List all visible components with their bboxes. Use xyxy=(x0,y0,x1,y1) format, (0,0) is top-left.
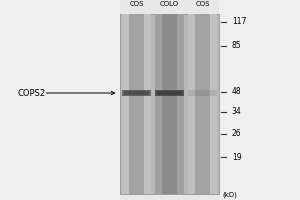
Bar xyxy=(122,90,151,96)
Bar xyxy=(124,91,149,95)
Bar xyxy=(188,90,217,96)
Text: 48: 48 xyxy=(232,88,242,97)
Bar xyxy=(120,14,219,194)
Text: COLO: COLO xyxy=(160,1,179,7)
Text: 117: 117 xyxy=(232,18,246,26)
Bar xyxy=(195,14,210,194)
Text: (kD): (kD) xyxy=(222,192,237,198)
Text: COS: COS xyxy=(195,1,210,7)
Bar xyxy=(219,0,300,200)
Bar xyxy=(162,14,177,194)
Text: 26: 26 xyxy=(232,130,242,138)
Bar xyxy=(155,90,184,96)
Text: 19: 19 xyxy=(232,152,242,162)
Bar xyxy=(122,14,151,194)
Bar xyxy=(129,14,144,194)
Bar xyxy=(155,14,184,194)
Bar xyxy=(188,14,217,194)
Text: COPS2: COPS2 xyxy=(18,88,46,98)
Text: 34: 34 xyxy=(232,108,242,116)
Text: 85: 85 xyxy=(232,42,242,50)
Bar xyxy=(0,0,120,200)
Bar xyxy=(157,91,182,95)
Text: COS: COS xyxy=(129,1,144,7)
